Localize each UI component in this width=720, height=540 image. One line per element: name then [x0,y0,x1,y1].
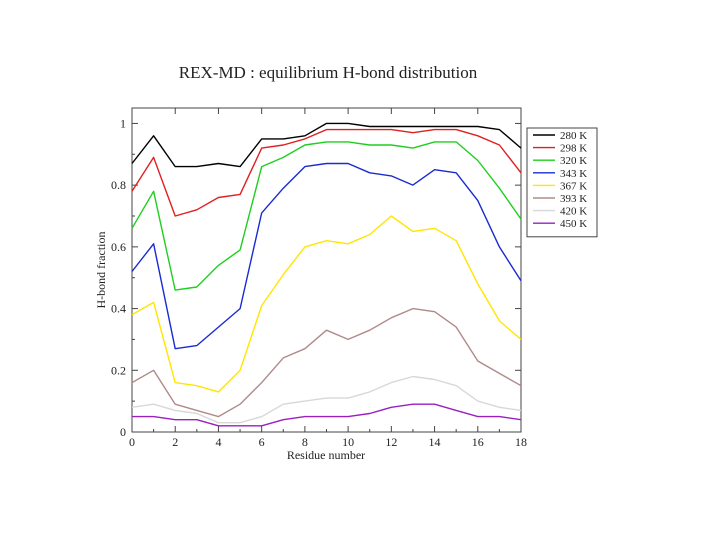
series-line [131,141,522,291]
legend-label: 450 K [560,218,587,230]
plot-frame [131,107,522,433]
legend-label: 420 K [560,206,587,218]
chart-title: REX-MD : equilibrium H-bond distribution [179,63,478,82]
x-tick-label: 8 [302,435,308,449]
y-tick-label: 0 [120,425,126,439]
x-tick-label: 10 [342,435,354,449]
x-tick-label: 6 [259,435,265,449]
y-axis-label: H-bond fraction [94,232,108,309]
y-tick-label: 0.2 [111,363,126,377]
x-tick-label: 4 [215,435,221,449]
legend-box [526,127,598,238]
series-line [131,122,522,168]
series-line [131,375,522,424]
legend-label: 367 K [560,180,587,192]
x-tick-label: 18 [515,435,527,449]
x-tick-label: 12 [385,435,397,449]
plot-area: 0 2 4 6 8 10 12 14 16 18 0 0.2 0.4 0.6 0.8 1 [111,107,527,449]
y-tick-label: 1 [120,116,126,130]
y-tick-label: 0.6 [111,240,126,254]
y-tick-label: 0.4 [111,302,126,316]
legend-label: 280 K [560,130,587,142]
series-line [131,215,522,393]
legend-label: 320 K [560,155,587,167]
y-tick-label: 0.8 [111,178,126,192]
series-line [131,307,522,418]
series-line [131,162,522,350]
series-line [131,128,522,217]
x-tick-label: 2 [172,435,178,449]
series-line [132,403,522,427]
legend-label: 298 K [560,143,587,155]
legend-label: 393 K [560,193,587,205]
x-tick-label: 14 [429,435,441,449]
x-axis-label: Residue number [287,448,365,462]
x-tick-label: 16 [472,435,484,449]
legend-label: 343 K [560,168,587,180]
x-tick-label: 0 [129,435,135,449]
